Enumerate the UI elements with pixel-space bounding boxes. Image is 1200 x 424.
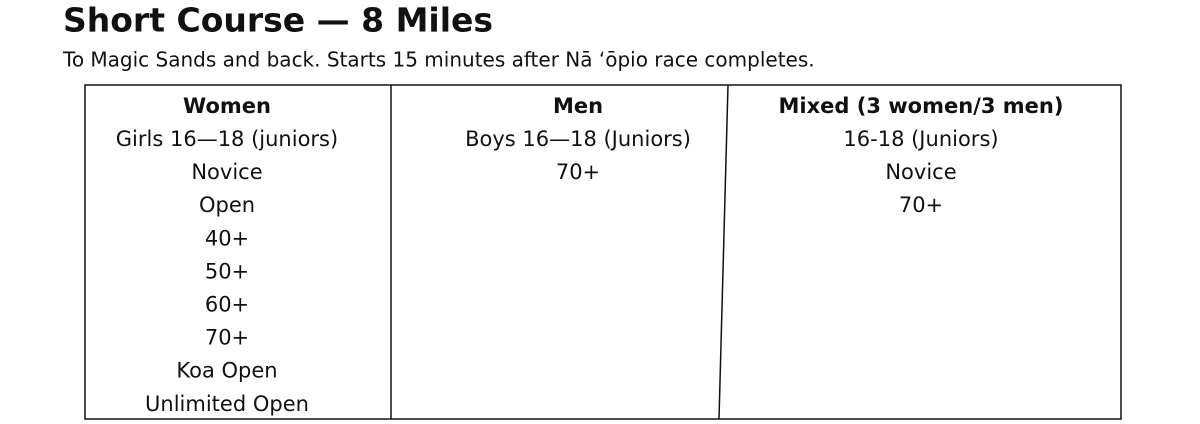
column-divider	[718, 84, 729, 420]
cell-text: 40+	[205, 226, 249, 250]
cell-text: 60+	[205, 293, 249, 317]
cell-text: Open	[199, 193, 255, 217]
column-header: Mixed (3 women/3 men)	[779, 94, 1064, 118]
cell-text: 70+	[899, 193, 943, 217]
cell-text: Unlimited Open	[145, 392, 309, 416]
subtitle: To Magic Sands and back. Starts 15 minut…	[62, 48, 815, 72]
cell-text: Novice	[885, 160, 956, 184]
cell-text: Koa Open	[176, 359, 277, 383]
title: Short Course — 8 Miles	[63, 1, 493, 40]
cell-text: 70+	[205, 326, 249, 350]
cell-text: Girls 16—18 (juniors)	[116, 127, 338, 151]
column-header: Men	[553, 94, 603, 118]
table-border	[84, 84, 1122, 420]
cell-text: 16-18 (Juniors)	[843, 127, 998, 151]
cell-text: Novice	[191, 160, 262, 184]
cell-text: 50+	[205, 259, 249, 283]
cell-text: Boys 16—18 (Juniors)	[465, 127, 691, 151]
column-header: Women	[183, 94, 271, 118]
cell-text: 70+	[556, 160, 600, 184]
